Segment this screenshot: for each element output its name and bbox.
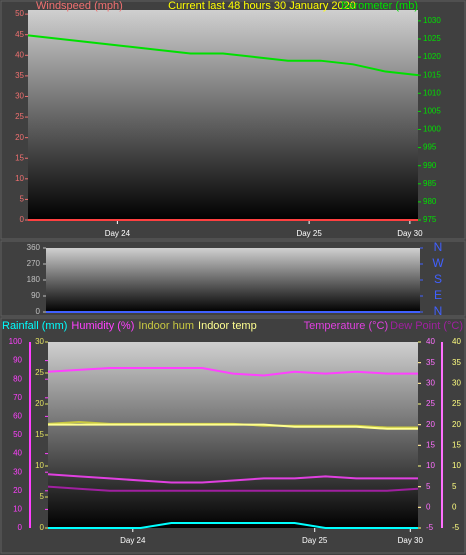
- y2-tick-label: 40: [426, 337, 435, 346]
- panel-frame: [0, 240, 466, 317]
- y3-tick-label: 0: [40, 523, 45, 532]
- chart-title: Current last 48 hours 30 January 2020: [168, 0, 356, 12]
- legend-item: Humidity (%): [71, 320, 134, 332]
- y2-tick-label: S: [434, 272, 442, 286]
- legend-item: Temperature (°C): [304, 320, 388, 332]
- y2-tick-label: N: [434, 304, 443, 318]
- y2-tick-label: N: [434, 240, 443, 254]
- y3-tick-label: 25: [35, 368, 44, 377]
- y-tick-label: 20: [15, 133, 24, 142]
- y2-tick-label: 35: [426, 358, 435, 367]
- y4-tick-label: 5: [452, 482, 457, 491]
- y2-tick-label: -5: [426, 523, 434, 532]
- y-tick-label: 50: [15, 9, 24, 18]
- y-tick-label: 100: [9, 337, 23, 346]
- y2-tick-label: 990: [423, 161, 437, 170]
- y2-tick-label: 1030: [423, 16, 441, 25]
- y2-tick-label: 25: [426, 399, 435, 408]
- y-tick-label: 270: [27, 259, 41, 268]
- y4-tick-label: 0: [452, 502, 457, 511]
- y-tick-label: 40: [15, 50, 24, 59]
- legend-item: Dew Point (°C): [390, 320, 463, 332]
- y4-tick-label: 20: [452, 420, 461, 429]
- y-tick-label: 90: [13, 356, 22, 365]
- y2-tick-label: 980: [423, 197, 437, 206]
- y4-tick-label: 35: [452, 358, 461, 367]
- y-tick-label: 70: [13, 393, 22, 402]
- y2-tick-label: 5: [426, 482, 431, 491]
- y-tick-label: 360: [27, 243, 41, 252]
- y-tick-label: 60: [13, 412, 22, 421]
- y4-tick-label: 25: [452, 399, 461, 408]
- series-line: [48, 522, 418, 529]
- y3-tick-label: 15: [35, 430, 44, 439]
- plot-area: [46, 248, 420, 312]
- series-line: [47, 485, 419, 492]
- y2-tick-label: 1020: [423, 52, 441, 61]
- y2-tick-label: 1015: [423, 70, 441, 79]
- y-tick-label: 0: [18, 523, 23, 532]
- y-tick-label: 25: [15, 112, 24, 121]
- y2-tick-label: E: [434, 288, 442, 302]
- x-tick-label: Day 25: [302, 536, 328, 545]
- panel-frame: [0, 317, 466, 554]
- legend-item: Indoor temp: [198, 320, 257, 332]
- y-tick-label: 0: [20, 215, 25, 224]
- y2-tick-label: 20: [426, 420, 435, 429]
- y2-tick-label: 1000: [423, 125, 441, 134]
- y-tick-label: 0: [36, 307, 41, 316]
- y-tick-label: 30: [13, 467, 22, 476]
- y4-tick-label: 30: [452, 378, 461, 387]
- series-line: [47, 473, 418, 484]
- y-tick-label: 10: [13, 505, 22, 514]
- y4-tick-label: 40: [452, 337, 461, 346]
- y-tick-label: 10: [15, 174, 24, 183]
- legend-item: Windspeed (mph): [36, 0, 123, 12]
- y2-tick-label: 1010: [423, 88, 441, 97]
- x-tick-label: Day 24: [120, 536, 146, 545]
- y-tick-label: 90: [31, 291, 40, 300]
- y2-tick-label: 975: [423, 215, 437, 224]
- panel-frame: [0, 0, 466, 240]
- y2-tick-label: 0: [426, 502, 431, 511]
- legend-item: Barometer (mb): [341, 0, 418, 12]
- y3-tick-label: 5: [40, 492, 45, 501]
- y-tick-label: 40: [13, 449, 22, 458]
- y2-tick-label: 15: [426, 440, 435, 449]
- x-tick-label: Day 24: [105, 229, 131, 238]
- y-tick-label: 5: [20, 195, 25, 204]
- y4-tick-label: 10: [452, 461, 461, 470]
- y-tick-label: 30: [15, 92, 24, 101]
- series-line: [27, 34, 419, 77]
- y2-tick-label: 30: [426, 378, 435, 387]
- y-tick-label: 35: [15, 71, 24, 80]
- plot-area: [48, 342, 418, 528]
- series-line: [47, 367, 418, 377]
- y4-tick-label: 15: [452, 440, 461, 449]
- x-tick-label: Day 30: [397, 229, 423, 238]
- x-tick-label: Day 25: [296, 229, 322, 238]
- y2-tick-label: 1025: [423, 34, 441, 43]
- y-tick-label: 180: [27, 275, 41, 284]
- x-tick-label: Day 30: [398, 536, 424, 545]
- legend-item: Indoor hum: [138, 320, 194, 332]
- y3-tick-label: 30: [35, 337, 44, 346]
- y-tick-label: 45: [15, 30, 24, 39]
- y-tick-label: 15: [15, 153, 24, 162]
- y-tick-label: 20: [13, 486, 22, 495]
- y3-tick-label: 10: [35, 461, 44, 470]
- plot-area: [28, 10, 418, 220]
- y2-tick-label: 985: [423, 179, 437, 188]
- legend-item: Rainfall (mm): [2, 320, 67, 332]
- y4-tick-label: -5: [452, 523, 460, 532]
- y-tick-label: 50: [13, 430, 22, 439]
- y2-tick-label: 1005: [423, 106, 441, 115]
- y2-tick-label: 10: [426, 461, 435, 470]
- y3-tick-label: 20: [35, 399, 44, 408]
- y2-tick-label: W: [432, 256, 444, 270]
- series-line: [48, 423, 418, 430]
- y2-tick-label: 995: [423, 143, 437, 152]
- y-tick-label: 80: [13, 374, 22, 383]
